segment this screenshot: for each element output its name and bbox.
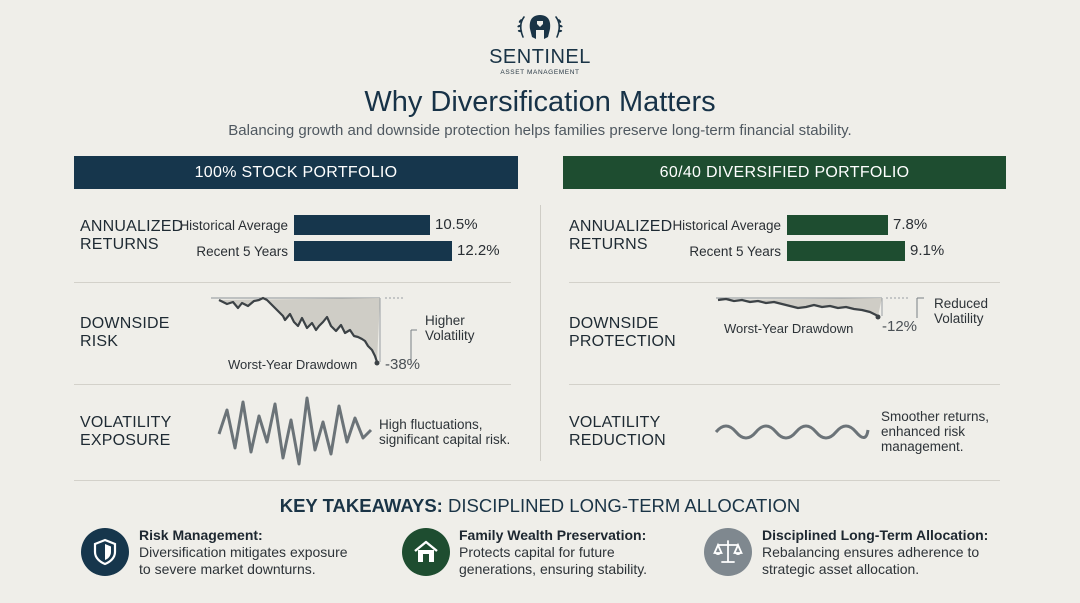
left-bar-value-recent: 12.2% bbox=[457, 242, 500, 259]
row-divider bbox=[569, 282, 1000, 283]
takeaway-body-allocation: Rebalancing ensures adherence to strateg… bbox=[762, 544, 980, 577]
brand-name: SENTINEL bbox=[489, 46, 591, 68]
brand-subtitle: ASSET MANAGEMENT bbox=[500, 69, 580, 76]
right-drawdown-chart bbox=[716, 297, 924, 320]
section-divider bbox=[74, 480, 1000, 481]
left-risk-label: DOWNSIDE RISK bbox=[80, 315, 170, 350]
right-bar-recent bbox=[787, 241, 905, 261]
takeaway-scales-badge bbox=[704, 528, 752, 576]
left-bar-historical bbox=[294, 215, 430, 235]
left-volatility-note: Higher Volatility bbox=[425, 313, 475, 343]
right-bar-value-historical: 7.8% bbox=[893, 216, 928, 233]
right-volatility-note: Reduced Volatility bbox=[934, 296, 989, 326]
takeaway-shield-badge bbox=[81, 528, 129, 576]
diversified-portfolio-header: 60/40 DIVERSIFIED PORTFOLIO bbox=[563, 156, 1006, 189]
right-volatility-label: VOLATILITY REDUCTION bbox=[569, 414, 666, 449]
right-drawdown-value: -12% bbox=[882, 318, 918, 335]
left-bar-recent bbox=[294, 241, 452, 261]
left-drawdown-caption: Worst-Year Drawdown bbox=[228, 357, 358, 372]
page-title: Why Diversification Matters bbox=[364, 86, 716, 118]
right-bar-label-historical: Historical Average bbox=[672, 218, 781, 233]
left-volatility-label: VOLATILITY EXPOSURE bbox=[80, 414, 172, 449]
page-subtitle: Balancing growth and downside protection… bbox=[228, 122, 852, 139]
left-bar-label-recent: Recent 5 Years bbox=[196, 244, 288, 259]
takeaway-body-risk: Diversification mitigates exposure to se… bbox=[139, 544, 348, 577]
left-returns-label: ANNUALIZED RETURNS bbox=[80, 218, 184, 253]
stock-portfolio-header: 100% STOCK PORTFOLIO bbox=[74, 156, 518, 189]
left-drawdown-chart bbox=[211, 296, 417, 366]
right-risk-label: DOWNSIDE PROTECTION bbox=[569, 315, 676, 350]
right-drawdown-caption: Worst-Year Drawdown bbox=[724, 321, 854, 336]
takeaways-heading: KEY TAKEAWAYS: DISCIPLINED LONG-TERM ALL… bbox=[279, 495, 801, 516]
shield-icon bbox=[93, 538, 117, 566]
left-drawdown-value: -38% bbox=[385, 356, 421, 373]
left-volatility-note-text: High fluctuations, significant capital r… bbox=[379, 417, 511, 447]
right-bar-label-recent: Recent 5 Years bbox=[689, 244, 781, 259]
row-divider bbox=[569, 384, 1000, 385]
left-volatility-wave bbox=[217, 396, 373, 466]
right-bar-historical bbox=[787, 215, 888, 235]
takeaway-title-family: Family Wealth Preservation: bbox=[459, 527, 647, 543]
takeaway-body-family: Protects capital for future generations,… bbox=[459, 544, 648, 577]
panel-divider bbox=[540, 205, 541, 461]
right-volatility-wave bbox=[714, 424, 870, 440]
house-icon bbox=[414, 540, 438, 562]
row-divider bbox=[74, 282, 511, 283]
right-volatility-note-text: Smoother returns, enhanced risk manageme… bbox=[881, 409, 990, 454]
right-returns-label: ANNUALIZED RETURNS bbox=[569, 218, 673, 253]
row-divider bbox=[74, 384, 511, 385]
helmet-laurel-icon bbox=[517, 15, 563, 39]
scales-icon bbox=[713, 540, 743, 563]
takeaway-title-allocation: Disciplined Long-Term Allocation: bbox=[762, 527, 989, 543]
takeaway-title-risk: Risk Management: bbox=[139, 527, 263, 543]
left-bar-value-historical: 10.5% bbox=[435, 216, 478, 233]
takeaway-house-badge bbox=[402, 528, 450, 576]
left-bar-label-historical: Historical Average bbox=[179, 218, 288, 233]
right-bar-value-recent: 9.1% bbox=[910, 242, 945, 259]
